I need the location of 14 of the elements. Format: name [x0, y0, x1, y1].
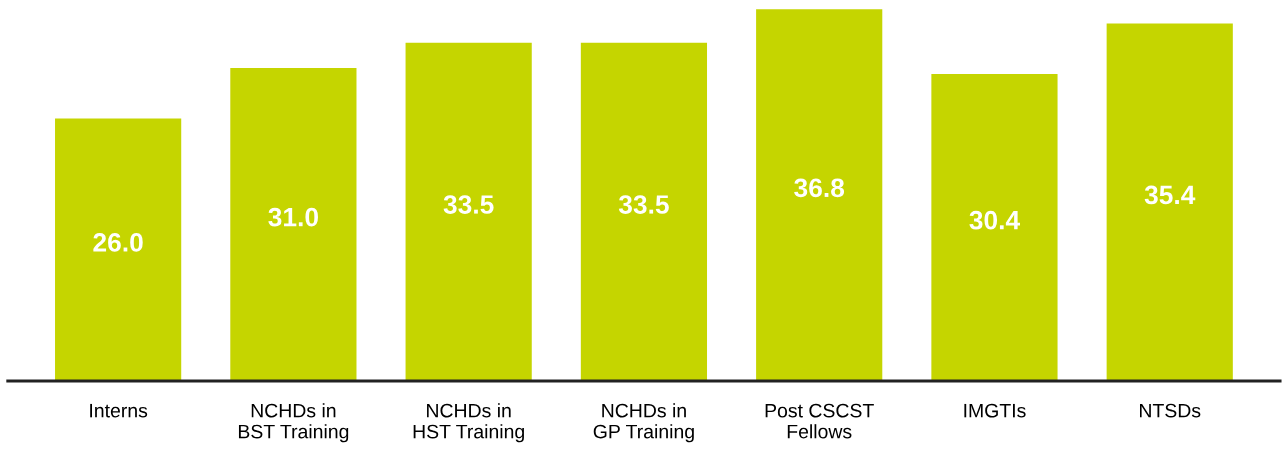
x-tick-label: NCHDs in HST Training — [413, 403, 524, 443]
data-label: 36.8 — [794, 178, 845, 198]
data-label: 30.4 — [969, 210, 1020, 230]
data-label: 31.0 — [268, 207, 318, 227]
data-label: 33.5 — [443, 195, 494, 214]
x-tick-label: NTSDs — [1140, 403, 1201, 418]
data-label: 33.5 — [618, 195, 669, 214]
x-tick-label: Interns — [90, 403, 148, 418]
x-tick-label: IMGTIs — [964, 403, 1026, 418]
x-tick-label: NCHDs in BST Training — [238, 403, 349, 443]
x-tick-label: Post CSCST Fellows — [765, 403, 874, 439]
x-tick-label: NCHDs in GP Training — [593, 403, 694, 443]
data-label: 26.0 — [93, 233, 143, 252]
data-label: 35.4 — [1144, 185, 1196, 205]
